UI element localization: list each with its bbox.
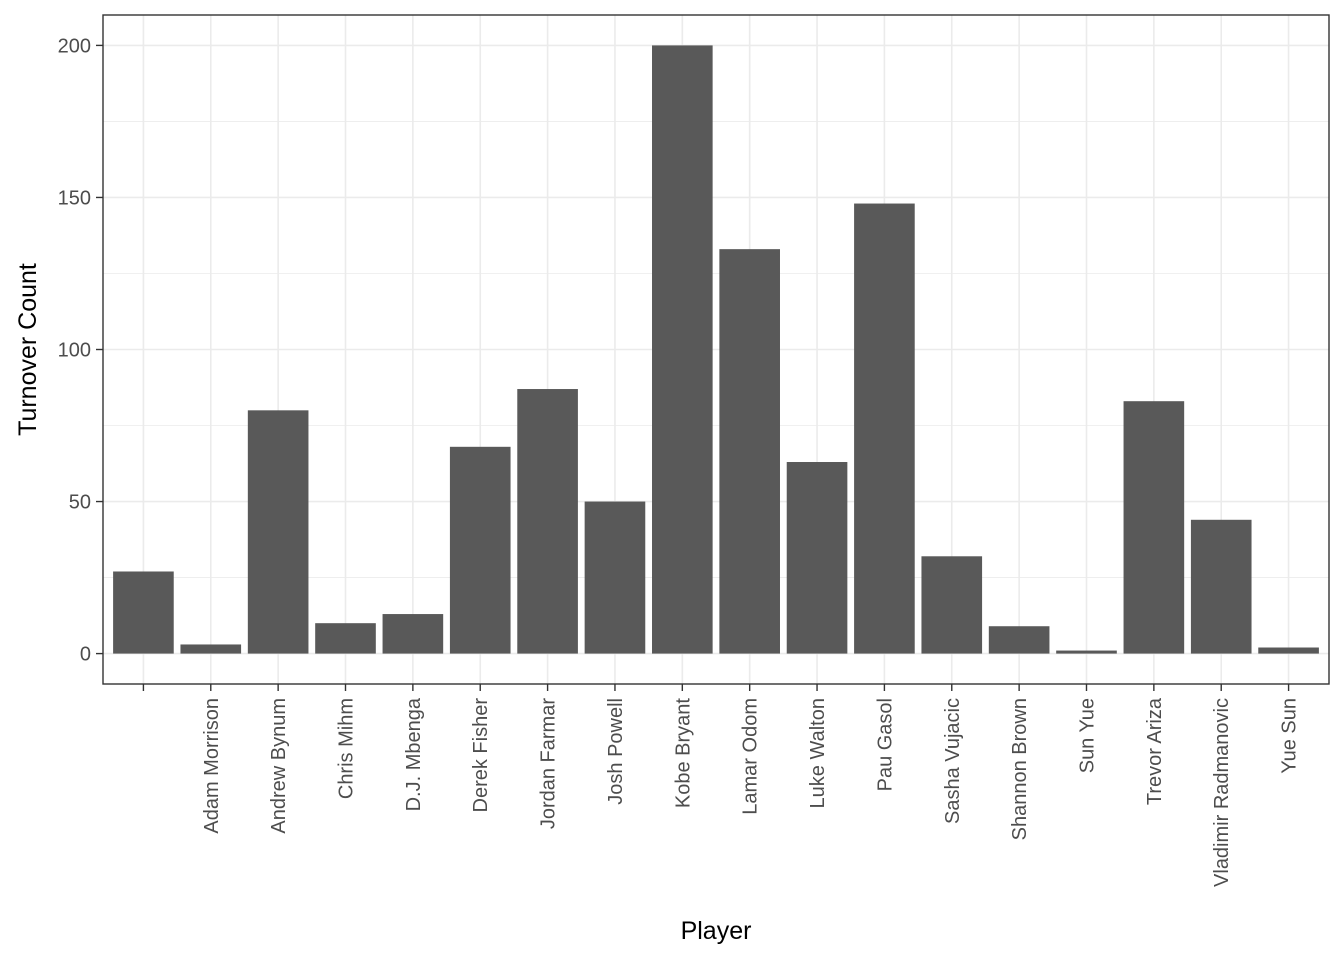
bar — [517, 389, 578, 654]
x-tick-label: Derek Fisher — [470, 698, 492, 813]
bar — [854, 203, 915, 654]
bars — [113, 45, 1319, 654]
y-tick-label: 0 — [80, 644, 91, 666]
bar — [382, 614, 444, 654]
x-tick-label: D.J. Mbenga — [403, 697, 425, 811]
x-tick-label: Andrew Bynum — [268, 698, 290, 834]
x-tick-label: Jordan Farmar — [538, 698, 560, 829]
bar — [652, 45, 713, 654]
bar — [719, 249, 780, 654]
x-tick-label: Sun Yue — [1076, 698, 1098, 773]
x-tick-label: Vladimir Radmanovic — [1211, 698, 1233, 887]
bar — [988, 626, 1050, 654]
x-tick-label: Josh Powell — [605, 698, 627, 805]
y-tick-label: 100 — [58, 340, 91, 362]
y-axis-title: Turnover Count — [14, 263, 42, 436]
x-axis-ticks: Adam Morrison Andrew Bynum Chris Mihm D.J. … — [142, 684, 1301, 887]
bar — [449, 446, 511, 654]
bar — [584, 501, 646, 654]
bar — [113, 571, 174, 654]
bar — [1190, 519, 1252, 654]
x-tick-label: Pau Gasol — [874, 698, 896, 791]
x-tick-label: Sasha Vujacic — [942, 698, 964, 824]
y-tick-label: 200 — [58, 35, 91, 57]
y-axis-ticks: 0 50 100 150 200 — [58, 35, 103, 666]
bar — [315, 623, 376, 654]
x-tick-label: Adam Morrison — [201, 698, 223, 834]
bar — [180, 644, 242, 654]
x-tick-label: Luke Walton — [807, 698, 829, 808]
bar — [921, 556, 983, 654]
bar — [247, 410, 309, 654]
x-tick-label: Trevor Ariza — [1144, 697, 1166, 805]
bar — [1123, 401, 1185, 654]
x-tick-label: Yue Sun — [1279, 698, 1301, 774]
x-tick-label: Lamar Odom — [740, 698, 762, 815]
x-axis-title: Player — [681, 917, 752, 945]
y-tick-label: 150 — [58, 187, 91, 209]
y-tick-label: 50 — [69, 492, 91, 514]
bar — [1258, 647, 1319, 654]
x-tick-label: Kobe Bryant — [672, 698, 694, 809]
bar — [1056, 650, 1117, 654]
x-tick-label: Shannon Brown — [1009, 698, 1031, 840]
x-tick-label: Chris Mihm — [336, 698, 358, 799]
bar — [786, 462, 848, 654]
